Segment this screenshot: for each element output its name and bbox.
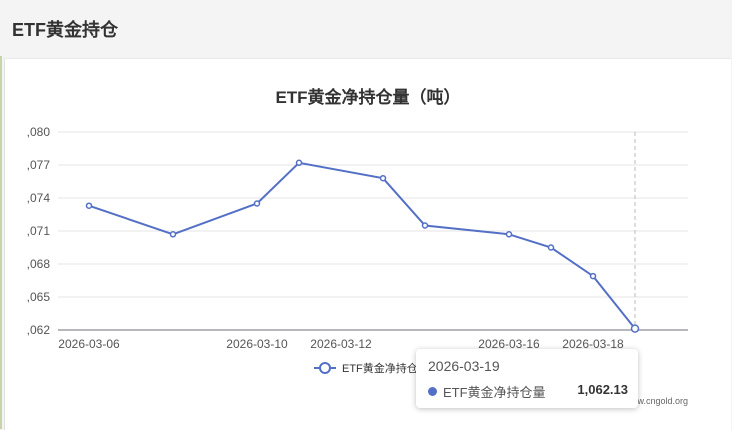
tooltip-series-dot-icon xyxy=(428,387,437,396)
x-tick-label: 2026-03-18 xyxy=(562,337,624,351)
data-point[interactable] xyxy=(253,200,261,207)
chart-title: ETF黄金净持仓量（吨） xyxy=(275,87,460,107)
tooltip-date: 2026-03-19 xyxy=(428,358,500,374)
data-point[interactable] xyxy=(169,231,177,238)
data-point[interactable] xyxy=(295,159,303,167)
x-tick-label: 2026-03-16 xyxy=(478,337,540,351)
x-tick-label: 2026-03-12 xyxy=(310,337,372,351)
watermark: w.cngold.org xyxy=(636,396,688,406)
page-header: ETF黄金持仓 xyxy=(0,0,732,56)
x-tick-label: 2026-03-10 xyxy=(226,337,288,351)
data-point[interactable] xyxy=(85,202,93,209)
legend-marker-icon xyxy=(319,362,331,374)
grid-lines xyxy=(58,131,688,331)
y-tick-label: ,080 xyxy=(27,125,51,139)
y-tick-label: ,068 xyxy=(27,257,51,271)
legend-label: ETF黄金净持仓量 xyxy=(342,361,429,375)
tooltip-value: 1,062.13 xyxy=(577,382,628,397)
y-tick-label: ,065 xyxy=(27,290,51,304)
data-point[interactable] xyxy=(379,174,387,182)
tooltip-series-name: ETF黄金净持仓量 xyxy=(443,385,546,400)
y-tick-label: ,071 xyxy=(27,224,51,238)
data-point[interactable] xyxy=(547,244,555,251)
page-title: ETF黄金持仓 xyxy=(12,20,118,40)
data-point[interactable] xyxy=(421,222,429,229)
y-tick-label: ,074 xyxy=(27,191,51,205)
x-axis-ticks: 2026-03-06 2026-03-10 2026-03-12 2026-03-16… xyxy=(58,337,624,351)
data-point[interactable] xyxy=(630,324,640,333)
data-point[interactable] xyxy=(505,231,513,238)
data-points xyxy=(85,159,640,333)
y-tick-label: ,077 xyxy=(27,158,51,172)
y-axis-ticks: ,080 ,077 ,074 ,071 ,068 ,065 ,062 xyxy=(27,125,51,337)
x-tick-label: 2026-03-06 xyxy=(58,337,120,351)
data-point[interactable] xyxy=(589,272,597,280)
tooltip: 2026-03-19 ETF黄金净持仓量 1,062.13 xyxy=(416,349,638,408)
legend[interactable]: ETF黄金净持仓量 xyxy=(314,361,429,375)
series-line xyxy=(88,161,636,330)
y-tick-label: ,062 xyxy=(27,323,51,337)
left-accent-bar xyxy=(0,56,2,429)
